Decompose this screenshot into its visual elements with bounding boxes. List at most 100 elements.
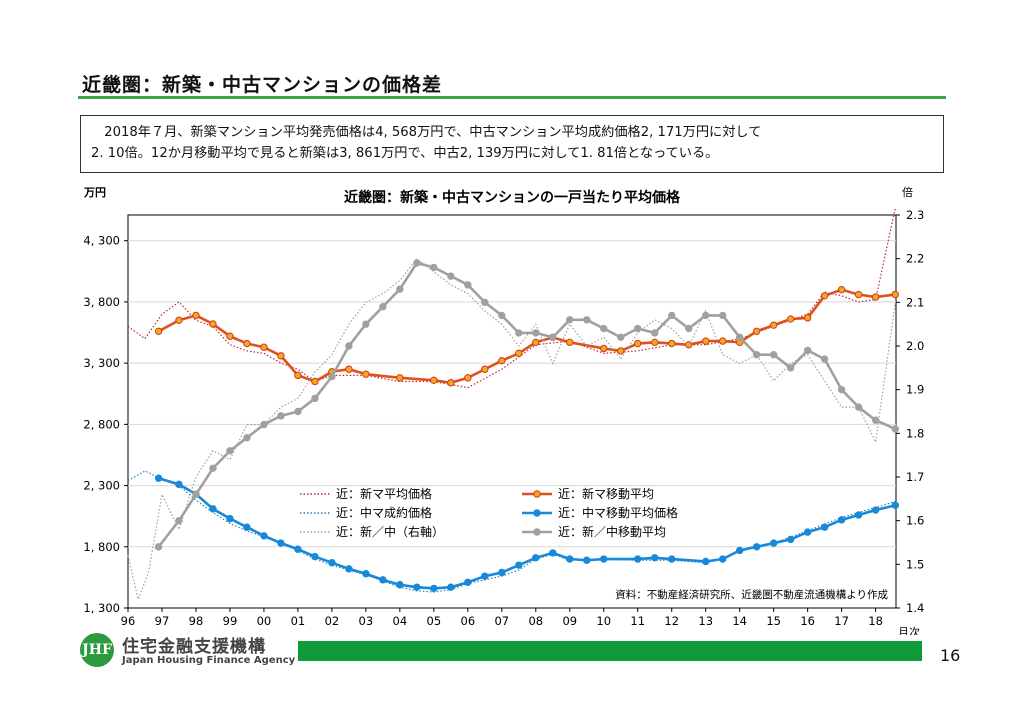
summary-box: 2018年７月、新築マンション平均発売価格は4, 568万円で、中古マンション平… <box>80 115 944 173</box>
y-right-tick-label: 1.9 <box>906 383 924 397</box>
series-point-1 <box>786 315 795 323</box>
series-point-1 <box>294 371 302 380</box>
series-point-1 <box>277 352 285 360</box>
series-point-1 <box>803 314 812 322</box>
series-point-3 <box>668 555 676 563</box>
series-point-5 <box>701 311 710 320</box>
series-point-3 <box>854 511 863 519</box>
series-point-5 <box>260 420 268 429</box>
series-point-3 <box>600 555 608 563</box>
price-chart: 近畿圏：新築・中古マンションの一戸当たり平均価格 万円 倍 1, 300 1, 800 2… <box>83 185 924 635</box>
series-point-1 <box>837 285 846 294</box>
chart-title: 近畿圏：新築・中古マンションの一戸当たり平均価格 <box>344 189 681 206</box>
y-left-tick-label: 2, 300 <box>83 479 120 493</box>
series-point-5 <box>786 364 795 372</box>
series-point-1 <box>345 365 353 373</box>
series-point-1 <box>481 365 489 373</box>
x-tick-label: 99 <box>223 614 238 628</box>
series-point-5 <box>192 490 200 499</box>
y-right-tick-label: 1.8 <box>906 426 924 440</box>
series-point-3 <box>209 505 217 513</box>
page-number: 16 <box>940 646 961 665</box>
series-point-1 <box>498 356 506 365</box>
series-point-5 <box>311 394 319 403</box>
footer-bar <box>298 641 922 661</box>
series-point-5 <box>583 316 591 324</box>
series-point-5 <box>243 434 251 442</box>
series-point-5 <box>871 416 880 424</box>
series-point-3 <box>294 545 302 553</box>
series-point-3 <box>328 559 336 567</box>
x-tick-label: 18 <box>868 614 883 628</box>
series-point-3 <box>820 523 829 531</box>
series-point-1 <box>634 339 642 348</box>
series-point-1 <box>769 321 778 329</box>
series-point-5 <box>820 355 829 363</box>
x-tick-label: 10 <box>596 614 611 628</box>
series-point-3 <box>769 539 778 547</box>
series-point-5 <box>447 272 455 280</box>
series-point-1 <box>532 338 540 347</box>
series-point-1 <box>718 337 727 345</box>
series-point-3 <box>634 555 642 563</box>
org-name-en: Japan Housing Finance Agency <box>122 655 296 666</box>
y-right-tick-label: 2.1 <box>906 295 924 309</box>
series-point-1 <box>175 316 183 324</box>
series-point-5 <box>837 385 846 394</box>
x-tick-label: 04 <box>393 614 408 628</box>
series-point-3 <box>752 543 761 551</box>
series-point-3 <box>532 554 540 562</box>
series-point-3 <box>447 583 455 591</box>
legend-marker <box>533 490 541 498</box>
legend-marker <box>533 528 541 536</box>
series-point-5 <box>651 329 659 337</box>
series-point-5 <box>617 333 625 341</box>
jhf-logo-icon: JHF <box>80 633 114 667</box>
series-point-5 <box>854 403 863 411</box>
series-point-3 <box>803 528 812 536</box>
series-point-3 <box>277 539 285 547</box>
series-point-5 <box>668 311 676 320</box>
y-left-tick-label: 2, 800 <box>83 417 120 431</box>
series-point-1 <box>854 290 863 299</box>
series-point-1 <box>668 339 676 348</box>
summary-line-2: 2. 10倍。12か月移動平均で見ると新築は3, 861万円で、中古2, 139… <box>91 146 719 161</box>
series-point-3 <box>583 556 591 564</box>
series-point-1 <box>566 338 574 347</box>
series-point-1 <box>651 338 659 347</box>
series-point-1 <box>260 343 268 351</box>
y-right-tick-label: 1.7 <box>906 470 924 484</box>
series-point-5 <box>430 263 438 272</box>
x-tick-label: 07 <box>494 614 509 628</box>
series-point-5 <box>481 298 489 307</box>
series-point-3 <box>243 523 251 531</box>
title-underline <box>78 96 946 99</box>
y-right-tick-label: 1.4 <box>906 601 924 615</box>
series-point-5 <box>379 303 387 311</box>
series-point-5 <box>498 311 506 320</box>
series-point-5 <box>891 425 900 433</box>
series-point-3 <box>464 578 472 586</box>
series-point-1 <box>226 332 234 340</box>
series-line-2 <box>127 470 896 593</box>
series-point-1 <box>752 327 761 336</box>
series-point-3 <box>154 474 163 482</box>
series-point-1 <box>600 344 608 353</box>
series-point-1 <box>192 311 200 320</box>
series-point-3 <box>566 555 574 563</box>
series-point-3 <box>430 584 438 593</box>
page-title: 近畿圏：新築・中古マンションの価格差 <box>82 74 443 96</box>
series-point-1 <box>701 337 710 345</box>
series-point-3 <box>396 581 404 589</box>
x-tick-label: 96 <box>121 614 136 628</box>
series-point-5 <box>549 333 557 341</box>
y-right-tick-label: 1.6 <box>906 514 924 528</box>
series-point-5 <box>328 372 336 381</box>
y-right-tick-label: 2.2 <box>906 252 924 266</box>
y-left-label: 万円 <box>83 186 106 199</box>
series-point-5 <box>685 324 693 333</box>
x-tick-label: 15 <box>766 614 781 628</box>
series-point-1 <box>430 376 438 384</box>
series-point-3 <box>891 501 900 509</box>
series-point-5 <box>634 324 642 333</box>
